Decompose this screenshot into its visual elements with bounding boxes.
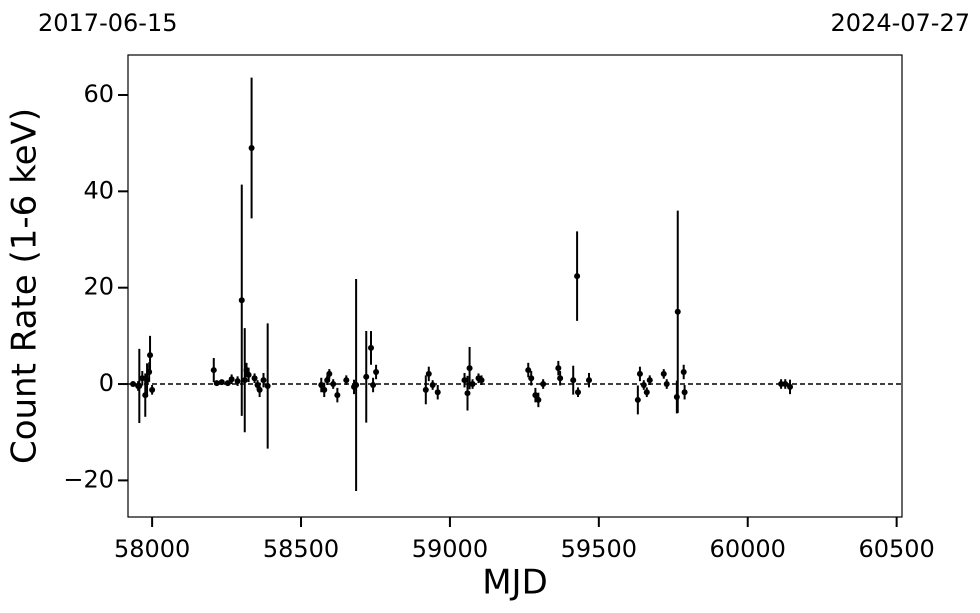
- data-point: [343, 377, 350, 384]
- data-point: [326, 370, 333, 377]
- data-point: [778, 381, 785, 388]
- data-point: [429, 382, 436, 388]
- data-point: [234, 378, 241, 385]
- data-point: [373, 368, 380, 375]
- data-point: [330, 381, 337, 388]
- data-point: [149, 386, 156, 393]
- y-tick-label: 40: [83, 176, 114, 204]
- data-point: [570, 377, 577, 384]
- y-tick-label: 20: [83, 273, 114, 301]
- data-point: [663, 381, 670, 388]
- data-point: [646, 377, 653, 384]
- x-tick-label: 59000: [412, 535, 488, 563]
- data-point: [422, 386, 429, 393]
- y-tick-label: −20: [63, 465, 114, 493]
- data-point: [139, 375, 146, 382]
- x-tick-label: 58000: [114, 535, 190, 563]
- y-tick-label: 0: [99, 369, 114, 397]
- data-point: [674, 308, 681, 315]
- x-axis-label: MJD: [482, 563, 548, 603]
- data-point: [574, 273, 581, 280]
- data-point: [241, 377, 248, 384]
- data-point: [464, 390, 471, 397]
- data-point: [535, 396, 542, 403]
- data-point: [260, 377, 267, 384]
- data-point: [643, 389, 650, 396]
- data-point: [318, 382, 325, 388]
- data-point: [368, 344, 375, 351]
- data-point: [540, 381, 547, 388]
- top-date-label: 2024-07-27: [831, 9, 970, 37]
- data-point: [525, 367, 532, 374]
- data-point: [787, 383, 794, 390]
- data-point: [353, 382, 360, 388]
- data-point: [466, 365, 473, 372]
- x-tick-label: 58500: [263, 535, 339, 563]
- data-point: [130, 381, 137, 388]
- data-point: [218, 379, 225, 386]
- data-point: [363, 373, 370, 380]
- data-point: [557, 375, 564, 382]
- data-point: [634, 396, 641, 403]
- data-point: [640, 382, 647, 388]
- data-point: [264, 382, 271, 389]
- data-point: [321, 386, 328, 393]
- data-point: [238, 297, 245, 304]
- plot-frame: [127, 54, 903, 518]
- data-point: [469, 381, 476, 388]
- data-point: [370, 382, 377, 388]
- x-tick-label: 59500: [561, 535, 637, 563]
- data-point: [574, 389, 581, 396]
- data-point: [586, 377, 593, 384]
- x-tick-label: 60500: [858, 535, 934, 563]
- data-point: [251, 375, 258, 382]
- data-point: [228, 376, 235, 383]
- data-point: [532, 392, 539, 399]
- data-point: [224, 380, 231, 387]
- data-point: [248, 144, 255, 151]
- data-point: [555, 365, 562, 372]
- x-tick-label: 60000: [710, 535, 786, 563]
- data-point: [245, 371, 252, 378]
- data-point: [147, 352, 154, 359]
- data-point: [461, 377, 468, 384]
- data-point: [636, 370, 643, 377]
- top-date-label: 2017-06-15: [38, 9, 177, 37]
- data-point: [256, 386, 263, 393]
- data-point: [425, 370, 432, 377]
- data-point: [680, 368, 687, 375]
- data-point: [681, 389, 688, 396]
- data-point: [210, 367, 217, 374]
- data-point: [136, 382, 143, 389]
- data-point: [660, 370, 667, 377]
- data-point: [213, 380, 220, 387]
- data-point: [334, 392, 341, 399]
- data-point: [782, 381, 789, 388]
- y-tick-label: 60: [83, 80, 114, 108]
- data-point: [528, 375, 535, 382]
- data-point: [478, 377, 485, 384]
- y-axis-label: Count Rate (1-6 keV): [5, 108, 45, 464]
- data-point: [434, 389, 441, 396]
